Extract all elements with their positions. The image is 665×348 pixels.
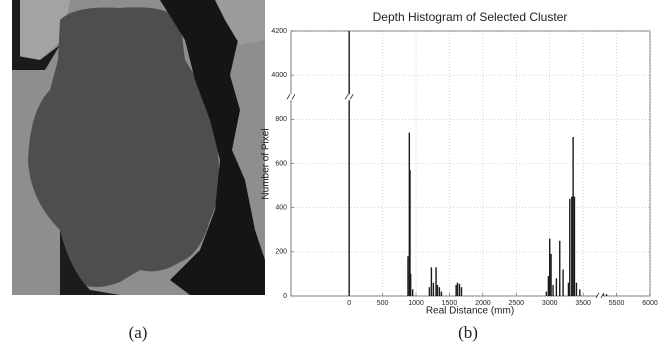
bar <box>410 274 411 296</box>
panel-label: (a) <box>129 323 148 342</box>
bar <box>429 287 430 296</box>
y-tick-label: 200 <box>275 249 287 256</box>
bar <box>439 287 440 296</box>
y-tick-label: 4000 <box>271 72 287 79</box>
bar <box>574 197 575 296</box>
bar <box>559 241 560 296</box>
bar <box>461 287 462 296</box>
bar <box>546 292 547 296</box>
bar <box>549 239 550 296</box>
y-tick-label: 800 <box>275 116 287 123</box>
x-tick-label: 6000 <box>642 300 658 307</box>
bar <box>550 254 551 296</box>
bar <box>433 283 434 296</box>
bar <box>459 284 460 296</box>
x-tick-label: 2000 <box>475 300 491 307</box>
x-tick-label: 0 <box>347 300 351 307</box>
bar <box>548 276 549 296</box>
bar <box>455 285 456 296</box>
depth-image: (a) <box>12 0 265 342</box>
y-axis-label: Number of Pixel <box>261 128 272 199</box>
x-axis-label: Real Distance (mm) <box>426 306 514 317</box>
bar <box>348 31 349 296</box>
bar <box>556 278 557 296</box>
x-tick-label: 1500 <box>442 300 458 307</box>
bar <box>579 289 580 296</box>
bar <box>572 137 573 296</box>
bar <box>576 283 577 296</box>
bar <box>435 267 436 296</box>
bar <box>457 283 458 296</box>
y-tick-label: 4200 <box>271 28 287 35</box>
y-tick-label: 600 <box>275 160 287 167</box>
bar <box>431 267 432 296</box>
plot-frame <box>291 31 650 296</box>
bar <box>441 292 442 296</box>
x-tick-label: 1000 <box>408 300 424 307</box>
x-tick-label: 2500 <box>509 300 525 307</box>
x-tick-label: 3500 <box>575 300 591 307</box>
bar <box>552 285 553 296</box>
figure: (a) Depth Histogram of Selected Cluster … <box>0 0 665 348</box>
chart-title: Depth Histogram of Selected Cluster <box>373 10 568 24</box>
x-tick-label: 5500 <box>609 300 625 307</box>
y-tick-label: 400 <box>275 205 287 212</box>
x-tick-label: 3000 <box>542 300 558 307</box>
y-tick-label: 0 <box>283 293 287 300</box>
bar <box>437 285 438 296</box>
bar <box>571 197 572 296</box>
bar <box>562 270 563 297</box>
bar <box>606 294 607 296</box>
bar <box>568 283 569 296</box>
bar <box>569 199 570 296</box>
bar <box>412 289 413 296</box>
x-tick-label: 500 <box>377 300 389 307</box>
panel-label: (b) <box>458 323 478 342</box>
bar <box>407 256 408 296</box>
